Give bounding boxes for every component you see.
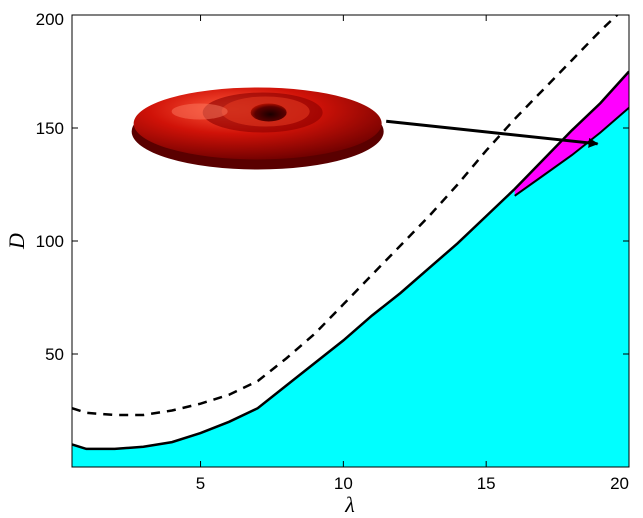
x-tick-label: 15 — [477, 474, 496, 493]
x-axis-label: λ — [344, 492, 355, 517]
y-tick-label: 150 — [36, 119, 64, 138]
y-tick-label: 200 — [36, 10, 64, 29]
y-axis-label: D — [4, 233, 29, 250]
dashed-curve — [72, 15, 619, 417]
torus-icon — [131, 87, 384, 170]
x-tick-label: 10 — [334, 474, 353, 493]
magenta-lower-boundary — [514, 106, 629, 197]
x-tick-label: 5 — [196, 474, 205, 493]
cyan-region — [72, 71, 629, 467]
solid-curve — [72, 70, 629, 451]
y-tick-label: 50 — [45, 345, 64, 364]
x-tick-label: 20 — [610, 474, 629, 493]
magenta-region — [514, 71, 629, 196]
annotation-arrow — [386, 119, 599, 148]
y-tick-label: 100 — [36, 232, 64, 251]
